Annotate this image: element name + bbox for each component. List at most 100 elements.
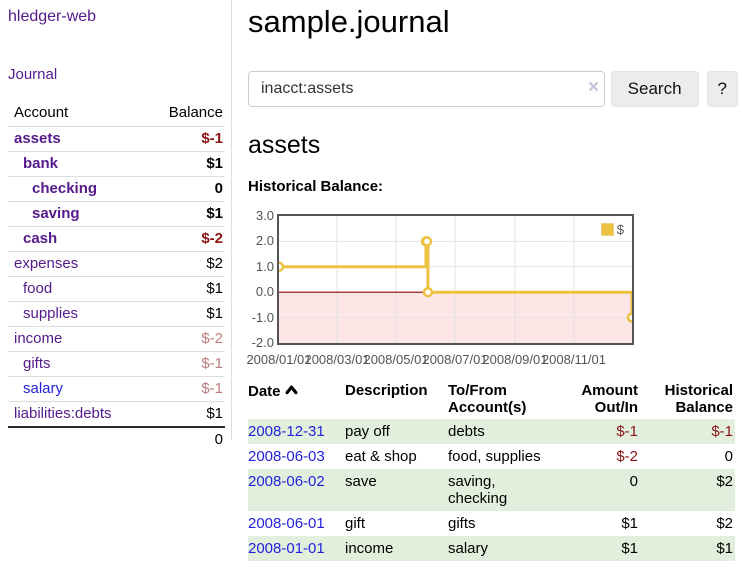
transaction-accounts: food, supplies [448,448,541,465]
account-balance: $1 [206,305,223,322]
x-axis-tick-label: 2008/05/01 [363,352,429,367]
legend-swatch-icon [600,223,614,236]
account-balance: $-2 [201,230,223,247]
search-input[interactable] [248,71,605,107]
chart-title: Historical Balance: [248,178,384,195]
accounts-header-row: Account Balance [8,100,225,127]
account-balance: $1 [206,280,223,297]
sidebar-account-link[interactable]: liabilities:debts [14,405,112,422]
x-axis-tick-label: 2008/11/01 [541,352,607,367]
account-balance: $-1 [201,130,223,147]
accounts-total-value: 0 [214,431,223,448]
help-button[interactable]: ? [706,71,738,107]
transaction-date-link[interactable]: 2008-06-02 [248,473,325,490]
account-column-header: To/From Account(s) [448,382,527,416]
sidebar-account-link[interactable]: salary [23,380,64,397]
transaction-row: 2008-01-01 income salary $1 $1 [248,536,735,561]
x-axis-tick-label: 2008/07/01 [422,352,488,367]
transaction-balance: $2 [716,515,733,532]
account-balance: 0 [214,180,223,197]
accounts-table-body: assets $-1 bank $1 checking 0 saving $1 cash $-2 e… [8,126,225,428]
account-row: saving $1 [8,201,225,227]
account-balance: $1 [206,405,223,422]
transaction-row: 2008-06-01 gift gifts $1 $2 [248,511,735,536]
x-clear-icon[interactable]: × [588,77,600,98]
legend-label: $ [616,222,624,237]
transaction-date-link[interactable]: 2008-06-01 [248,515,325,532]
search-button[interactable]: Search [610,71,699,107]
transaction-amount: $-1 [616,423,638,440]
sidebar-account-link[interactable]: saving [32,205,80,222]
chart-legend: $ [597,220,627,239]
total-spacer [8,427,144,452]
transaction-row: 2008-06-02 save saving, checking 0 $2 [248,469,735,511]
y-axis-tick-label: 0.0 [255,284,274,300]
transaction-row: 2008-06-03 eat & shop food, supplies $-2 0 [248,444,735,469]
sidebar-account-link[interactable]: supplies [23,305,79,322]
sidebar-account-link[interactable]: expenses [14,255,79,272]
y-axis-tick-label: 1.0 [255,258,274,274]
main-content: sample.journal × Search ? assets Histori… [246,0,738,561]
transaction-date-link[interactable]: 2008-01-01 [248,540,325,557]
account-heading: assets [248,131,321,159]
sidebar-account-link[interactable]: food [23,280,53,297]
register-table: Date Description To/From Account(s) Amou… [248,379,735,561]
chart-plot-area: $ [277,214,634,345]
sidebar-account-link[interactable]: cash [23,230,58,247]
transaction-balance: $2 [716,473,733,490]
account-balance: $-2 [201,330,223,347]
sidebar-account-link[interactable]: income [14,330,63,347]
account-row: salary $-1 [8,376,225,402]
y-axis-tick-label: -2.0 [251,335,274,350]
y-axis-tick-label: -1.0 [251,309,274,325]
transaction-accounts: gifts [448,515,476,532]
transaction-amount: $1 [621,515,638,532]
account-balance: $-1 [201,355,223,372]
sidebar-account-link[interactable]: gifts [23,355,51,372]
sidebar-account-link[interactable]: checking [32,180,98,197]
account-row: cash $-2 [8,226,225,252]
transaction-accounts: saving, checking [448,473,508,507]
transaction-balance: $1 [716,540,733,557]
account-row: supplies $1 [8,301,225,327]
accounts-total-row: 0 [8,427,225,452]
sidebar-item-journal[interactable]: Journal [8,66,58,83]
balance-column-header: Historical Balance [664,382,733,416]
x-axis-tick-label: 2008/09/01 [482,352,548,367]
chevron-up-icon [285,382,298,399]
transaction-date-link[interactable]: 2008-06-03 [248,448,325,465]
sidebar-account-link[interactable]: assets [14,130,61,147]
transaction-description: income [345,540,394,557]
description-column-header: Description [345,382,428,399]
y-axis-tick-label: 2.0 [255,233,274,249]
transaction-date-link[interactable]: 2008-12-31 [248,423,325,440]
transaction-amount: 0 [629,473,638,490]
transaction-description: gift [345,515,366,532]
page-title: sample.journal [248,4,450,39]
transaction-row: 2008-12-31 pay off debts $-1 $-1 [248,419,735,444]
chart-canvas [279,216,632,343]
x-axis-tick-label: 2008/03/01 [304,352,370,367]
account-balance: $1 [206,155,223,172]
account-row: bank $1 [8,151,225,177]
transaction-amount: $1 [621,540,638,557]
transaction-balance: 0 [724,448,733,465]
register-table-body: 2008-12-31 pay off debts $-1 $-1 2008-06-03 ea… [248,419,735,561]
sidebar-account-link[interactable]: bank [23,155,59,172]
account-column-header: Account [14,104,69,121]
account-row: assets $-1 [8,126,225,152]
account-balance: $1 [206,205,223,222]
search-form: × Search ? [248,71,738,107]
date-column-header[interactable]: Date [248,379,345,419]
transaction-accounts: debts [448,423,485,440]
sidebar: hledger-web Journal Account Balance asse… [0,0,232,448]
y-axis-tick-label: 3.0 [255,208,274,223]
balance-column-header: Balance [168,104,223,121]
amount-column-header: Amount Out/In [581,382,638,416]
account-row: food $1 [8,276,225,302]
transaction-description: pay off [345,423,390,440]
app-title-link[interactable]: hledger-web [8,8,97,25]
transaction-description: save [345,473,377,490]
transaction-accounts: salary [448,540,489,557]
account-balance: $2 [206,255,223,272]
